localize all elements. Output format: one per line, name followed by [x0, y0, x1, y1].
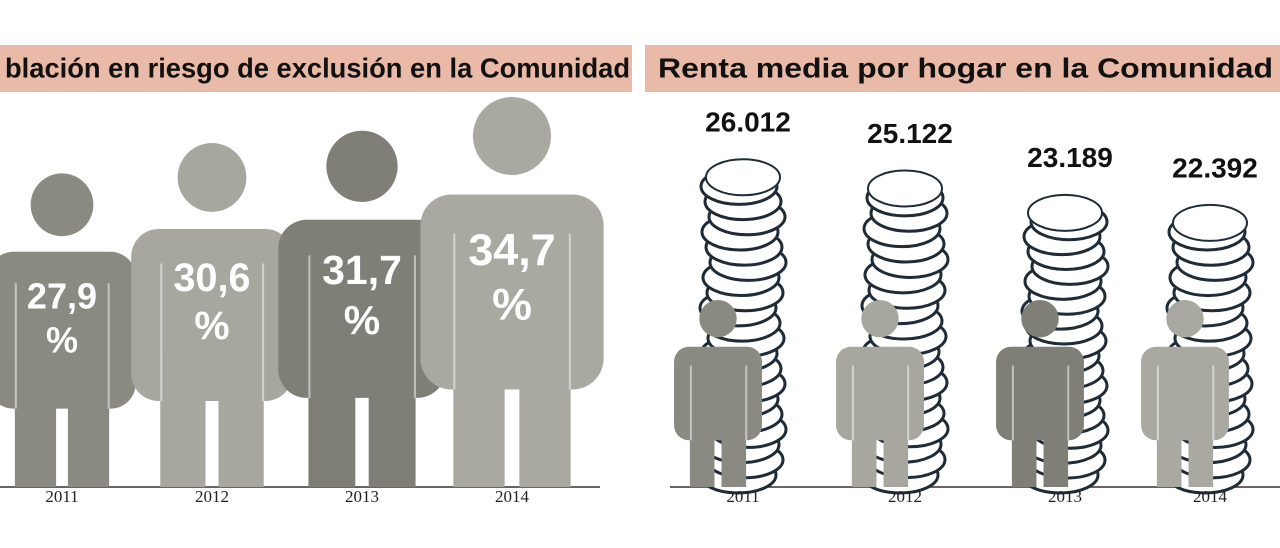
head: [1166, 300, 1204, 338]
arm-gap: [1156, 365, 1159, 441]
arm-gap: [907, 365, 910, 441]
head: [326, 130, 398, 202]
person-figure: [420, 96, 604, 487]
value-label: 26.012: [705, 107, 791, 138]
head: [177, 143, 247, 212]
leg: [689, 412, 715, 487]
x-tick-label: 2011: [726, 487, 759, 506]
arm-gap: [107, 283, 110, 409]
x-tick-label: 2012: [195, 487, 229, 506]
arm-gap: [1212, 365, 1215, 441]
leg: [721, 412, 747, 487]
person-icon: [674, 300, 762, 487]
person-figure: [131, 143, 293, 487]
x-tick-label: 2014: [1193, 487, 1228, 506]
head: [472, 96, 552, 175]
unit-label: %: [492, 278, 532, 329]
unit-label: %: [46, 319, 78, 360]
leg: [883, 412, 909, 487]
leg: [851, 412, 877, 487]
x-tick-label: 2014: [495, 487, 530, 506]
coin: [1172, 203, 1248, 242]
leg: [14, 361, 57, 487]
arm-gap: [745, 365, 748, 441]
arm-gap: [851, 365, 854, 441]
value-label: 34,7: [468, 224, 555, 275]
x-tick-label: 2011: [45, 487, 78, 506]
leg: [519, 330, 571, 487]
arm-gap: [1011, 365, 1014, 441]
leg: [368, 344, 416, 487]
leg: [160, 349, 206, 487]
arm-gap: [1067, 365, 1070, 441]
torso: [996, 346, 1084, 441]
chart-title: Renta media por hogar en la Comunidad: [658, 52, 1273, 83]
person-icon: [996, 300, 1084, 487]
unit-label: %: [344, 297, 380, 343]
coin: [867, 169, 943, 208]
arm-gap: [160, 263, 163, 402]
x-tick-label: 2013: [345, 487, 379, 506]
value-label: 22.392: [1172, 152, 1258, 183]
head: [861, 300, 899, 338]
x-tick-label: 2013: [1048, 487, 1082, 506]
value-label: 25.122: [867, 118, 953, 149]
person-figure: [278, 130, 446, 487]
head: [699, 300, 737, 338]
leg: [308, 344, 356, 487]
value-label: 31,7: [322, 247, 402, 293]
head: [30, 173, 94, 237]
arm-gap: [568, 233, 571, 390]
coin: [1027, 193, 1103, 232]
chart-title: blación en riesgo de exclusión en la Com…: [5, 52, 630, 83]
title-bar: [645, 45, 1280, 92]
person-icon: [1141, 300, 1229, 487]
leg: [67, 361, 110, 487]
unit-label: %: [194, 304, 229, 348]
person-figure: [0, 173, 136, 487]
leg: [218, 349, 264, 487]
torso: [1141, 346, 1229, 441]
x-tick-label: 2012: [888, 487, 922, 506]
torso: [674, 346, 762, 441]
title-bar: [0, 45, 632, 92]
coin: [705, 158, 781, 197]
torso: [836, 346, 924, 441]
arm-gap: [453, 233, 456, 390]
arm-gap: [413, 255, 416, 398]
value-label: 23.189: [1027, 142, 1113, 173]
leg: [1156, 412, 1182, 487]
head: [1021, 300, 1059, 338]
arm-gap: [14, 283, 17, 409]
arm-gap: [689, 365, 692, 441]
arm-gap: [308, 255, 311, 398]
arm-gap: [262, 263, 265, 402]
leg: [1188, 412, 1214, 487]
leg: [1011, 412, 1037, 487]
person-icon: [836, 300, 924, 487]
value-label: 30,6: [174, 256, 251, 300]
value-label: 27,9: [27, 275, 97, 316]
leg: [1043, 412, 1069, 487]
leg: [453, 330, 505, 487]
